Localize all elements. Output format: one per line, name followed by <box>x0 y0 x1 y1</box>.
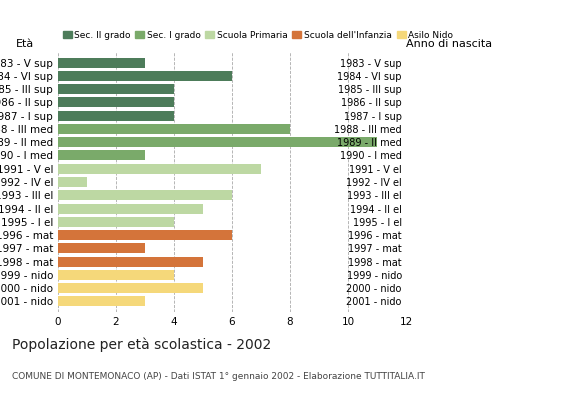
Text: COMUNE DI MONTEMONACO (AP) - Dati ISTAT 1° gennaio 2002 - Elaborazione TUTTITALI: COMUNE DI MONTEMONACO (AP) - Dati ISTAT … <box>12 372 425 381</box>
Bar <box>58 124 290 134</box>
Bar <box>58 84 174 94</box>
Bar <box>58 111 174 121</box>
Text: Popolazione per età scolastica - 2002: Popolazione per età scolastica - 2002 <box>12 338 271 352</box>
Legend: Sec. II grado, Sec. I grado, Scuola Primaria, Scuola dell'Infanzia, Asilo Nido: Sec. II grado, Sec. I grado, Scuola Prim… <box>63 31 453 40</box>
Bar <box>58 283 203 293</box>
Text: Età: Età <box>16 39 34 49</box>
Bar <box>58 217 174 227</box>
Bar <box>58 270 174 280</box>
Bar <box>58 243 145 253</box>
Bar <box>58 137 377 147</box>
Text: Anno di nascita: Anno di nascita <box>406 39 492 49</box>
Bar <box>58 230 232 240</box>
Bar <box>58 71 232 81</box>
Bar <box>58 190 232 200</box>
Bar <box>58 257 203 266</box>
Bar <box>58 164 261 174</box>
Bar <box>58 150 145 160</box>
Bar <box>58 58 145 68</box>
Bar <box>58 296 145 306</box>
Bar <box>58 98 174 107</box>
Bar <box>58 177 87 187</box>
Bar <box>58 204 203 214</box>
